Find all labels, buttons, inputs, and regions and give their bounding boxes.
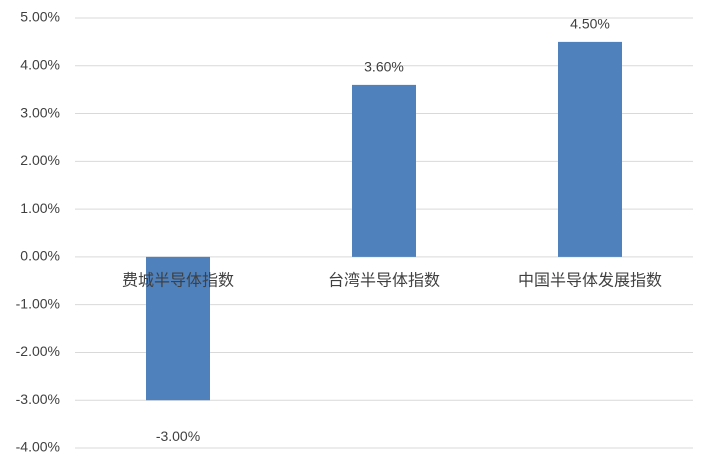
y-tick-label: 1.00% (20, 200, 60, 216)
data-label: 3.60% (364, 59, 404, 75)
y-tick-label: 4.00% (20, 56, 60, 72)
x-tick-label: 中国半导体发展指数 (518, 270, 662, 289)
bar (352, 84, 416, 257)
y-tick-label: 2.00% (20, 152, 60, 168)
y-tick-label: 3.00% (20, 104, 60, 120)
y-tick-label: -3.00% (16, 391, 60, 407)
data-label: -3.00% (156, 428, 200, 444)
data-label: 4.50% (570, 16, 610, 32)
bar (146, 256, 210, 401)
y-tick-label: 0.00% (20, 248, 60, 264)
x-tick-label: 台湾半导体指数 (328, 270, 440, 289)
x-tick-label: 费城半导体指数 (122, 270, 234, 289)
y-tick-label: -1.00% (16, 295, 60, 311)
y-tick-label: 5.00% (20, 9, 60, 25)
y-tick-label: -4.00% (16, 439, 60, 455)
y-tick-label: -2.00% (16, 343, 60, 359)
bar (558, 41, 622, 257)
